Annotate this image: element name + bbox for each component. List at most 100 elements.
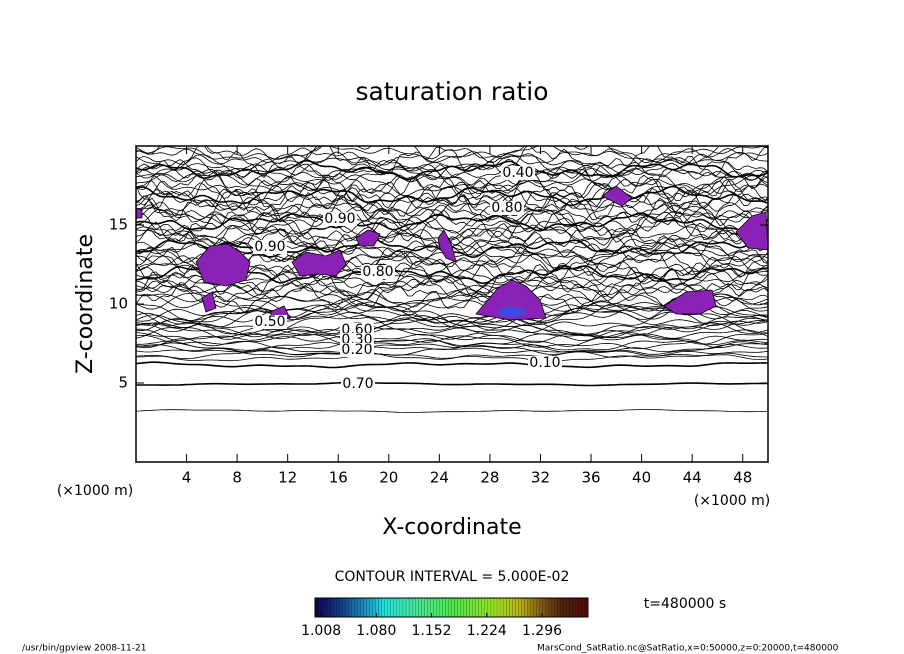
contour-line: [136, 224, 768, 243]
colorbar-cell: [439, 597, 443, 618]
contour-label: 0.70: [342, 376, 373, 392]
contour-line: [136, 344, 768, 356]
supersaturated-regions: [136, 185, 768, 323]
colorbar-cell: [487, 597, 492, 618]
contour-interval: CONTOUR INTERVAL = 5.000E-02: [335, 569, 570, 585]
colorbar-cell: [396, 597, 401, 618]
high-value-core: [498, 307, 526, 317]
colorbar-cell: [351, 597, 355, 618]
contour-line: [136, 201, 768, 233]
colorbar-cell: [339, 597, 343, 618]
colorbar-cell: [542, 597, 546, 618]
colorbar-cell: [506, 597, 510, 618]
contour-label: 0.80: [491, 200, 522, 216]
footer-right: MarsCond_SatRatio.nc@SatRatio,x=0:50000,…: [537, 644, 839, 654]
colorbar-cell: [512, 597, 516, 618]
contour-line: [136, 288, 768, 322]
colorbar-cell: [421, 597, 425, 618]
contour-line: [136, 291, 768, 324]
contour-line: [136, 381, 768, 387]
colorbar-cell: [527, 597, 531, 618]
colorbar-cell: [469, 597, 474, 618]
contour-line: [136, 322, 768, 344]
contour-line: [136, 264, 768, 299]
colorbar-cell: [324, 597, 328, 618]
contour-line: [136, 350, 768, 360]
colorbar-cell: [393, 597, 398, 618]
colorbar-cell: [451, 597, 455, 618]
time-label: t=480000 s: [644, 596, 726, 612]
contour-line: [136, 222, 768, 252]
contour-label: 0.50: [254, 314, 285, 330]
colorbar-cell: [424, 597, 428, 618]
contour-line: [136, 209, 768, 244]
contour-line: [136, 311, 768, 334]
contour-line: [136, 162, 768, 183]
colorbar-cell: [481, 597, 486, 618]
contour-line: [136, 151, 768, 174]
colorbar-cell: [348, 597, 352, 618]
contour-line: [136, 179, 768, 210]
contour-line: [136, 333, 768, 349]
contour-line: [136, 303, 768, 328]
chart-title: saturation ratio: [355, 77, 548, 106]
colorbar-cell: [415, 597, 419, 618]
contour-label: 0.80: [362, 264, 393, 280]
contour-line: [136, 146, 768, 178]
contour-label-bg: [361, 265, 395, 279]
colorbar-cell: [472, 597, 477, 618]
colorbar: 1.008 1.080 1.152 1.224 1.296: [301, 597, 589, 639]
colorbar-cell: [436, 597, 440, 618]
colorbar-cell: [330, 597, 334, 618]
contour-line: [136, 174, 768, 210]
x-tick-label: 12: [278, 469, 297, 487]
colorbar-cell: [533, 597, 537, 618]
colorbar-cell: [402, 597, 407, 618]
contour-line: [136, 276, 768, 294]
colorbar-tick-label: 1.296: [522, 623, 562, 639]
x-tick-label: 24: [430, 469, 449, 487]
colorbar-cell: [566, 597, 571, 618]
contour-line: [136, 236, 768, 257]
contour-line: [136, 186, 768, 223]
contour-line: [136, 328, 768, 347]
contour-line: [136, 204, 768, 224]
colorbar-cell: [475, 597, 480, 618]
colorbar-cell: [560, 597, 565, 618]
contour-label: 0.90: [254, 239, 285, 255]
colorbar-cell: [345, 597, 349, 618]
x-tick-label: 28: [480, 469, 499, 487]
colorbar-cell: [557, 597, 562, 618]
x-unit: (×1000 m): [694, 493, 770, 509]
contour-line: [136, 314, 768, 337]
contour-field: [136, 146, 768, 413]
contour-line: [136, 304, 768, 332]
colorbar-cell: [357, 597, 361, 618]
contour-label-bg: [253, 240, 287, 254]
x-tick-label: 40: [632, 469, 651, 487]
colorbar-cell: [333, 597, 337, 618]
colorbar-cell: [572, 597, 577, 618]
y-tick-label: 15: [109, 216, 128, 234]
colorbar-cell: [418, 597, 422, 618]
colorbar-cell: [460, 597, 465, 618]
colorbar-cell: [466, 597, 471, 618]
contour-line: [136, 173, 768, 204]
y-tick-label: 5: [118, 374, 128, 392]
colorbar-cell: [563, 597, 568, 618]
colorbar-cell: [448, 597, 452, 618]
colorbar-cell: [530, 597, 534, 618]
colorbar-cell: [518, 597, 522, 618]
colorbar-cell: [445, 597, 449, 618]
contour-line: [136, 206, 768, 234]
colorbar-cell: [548, 597, 552, 618]
colorbar-tick-label: 1.008: [301, 623, 341, 639]
x-tick-label: 32: [531, 469, 550, 487]
contour-line: [136, 279, 768, 308]
colorbar-cell: [342, 597, 346, 618]
y-axis-label: Z-coordinate: [73, 234, 98, 374]
contour-line: [136, 185, 768, 207]
contour-label-bg: [490, 201, 524, 215]
colorbar-cell: [336, 597, 340, 618]
